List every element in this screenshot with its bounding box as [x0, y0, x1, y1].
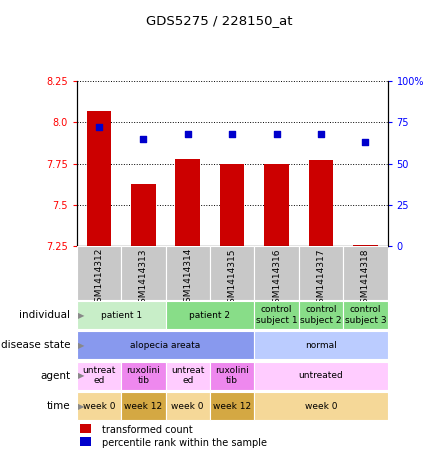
Bar: [77, 246, 121, 300]
Bar: [166, 392, 210, 420]
Text: patient 2: patient 2: [189, 311, 230, 319]
Bar: [254, 392, 388, 420]
Bar: [121, 392, 166, 420]
Text: agent: agent: [40, 371, 70, 381]
Bar: [77, 301, 166, 329]
Bar: [343, 246, 388, 300]
Bar: [254, 246, 299, 300]
Text: ▶: ▶: [78, 341, 85, 350]
Bar: [210, 362, 254, 390]
Text: ▶: ▶: [78, 311, 85, 319]
Point: [95, 124, 102, 131]
Text: untreat
ed: untreat ed: [82, 366, 116, 386]
Bar: [80, 438, 91, 446]
Bar: [254, 362, 388, 390]
Text: GSM1414313: GSM1414313: [139, 248, 148, 308]
Text: ▶: ▶: [78, 371, 85, 380]
Bar: [176, 159, 200, 246]
Text: normal: normal: [305, 341, 337, 350]
Bar: [210, 392, 254, 420]
Bar: [166, 301, 254, 329]
Text: percentile rank within the sample: percentile rank within the sample: [102, 438, 267, 448]
Text: control
subject 3: control subject 3: [345, 305, 386, 325]
Text: patient 1: patient 1: [100, 311, 141, 319]
Bar: [254, 301, 299, 329]
Text: week 12: week 12: [213, 402, 251, 410]
Point: [273, 130, 280, 138]
Bar: [299, 246, 343, 300]
Bar: [77, 392, 121, 420]
Point: [229, 130, 236, 138]
Bar: [343, 301, 388, 329]
Point: [318, 130, 325, 138]
Bar: [166, 362, 210, 390]
Bar: [80, 424, 91, 433]
Text: ▶: ▶: [78, 402, 85, 410]
Text: GSM1414314: GSM1414314: [183, 248, 192, 308]
Text: control
subject 1: control subject 1: [256, 305, 297, 325]
Text: week 12: week 12: [124, 402, 162, 410]
Text: transformed count: transformed count: [102, 424, 192, 434]
Text: alopecia areata: alopecia areata: [131, 341, 201, 350]
Text: week 0: week 0: [171, 402, 204, 410]
Point: [362, 139, 369, 146]
Bar: [77, 362, 121, 390]
Text: GSM1414312: GSM1414312: [94, 248, 103, 308]
Text: individual: individual: [19, 310, 70, 320]
Bar: [353, 245, 378, 246]
Text: week 0: week 0: [305, 402, 337, 410]
Text: ruxolini
tib: ruxolini tib: [215, 366, 249, 386]
Text: GSM1414317: GSM1414317: [317, 248, 325, 308]
Bar: [309, 160, 333, 246]
Text: GSM1414316: GSM1414316: [272, 248, 281, 308]
Text: disease state: disease state: [0, 340, 70, 351]
Bar: [77, 332, 254, 359]
Text: control
subject 2: control subject 2: [300, 305, 342, 325]
Text: time: time: [46, 401, 70, 411]
Bar: [265, 164, 289, 246]
Bar: [220, 164, 244, 246]
Text: GSM1414315: GSM1414315: [228, 248, 237, 308]
Point: [184, 130, 191, 138]
Bar: [254, 332, 388, 359]
Bar: [131, 183, 155, 246]
Bar: [121, 362, 166, 390]
Bar: [210, 246, 254, 300]
Bar: [87, 111, 111, 246]
Text: ruxolini
tib: ruxolini tib: [127, 366, 160, 386]
Text: week 0: week 0: [83, 402, 115, 410]
Text: GSM1414318: GSM1414318: [361, 248, 370, 308]
Bar: [121, 246, 166, 300]
Bar: [166, 246, 210, 300]
Point: [140, 135, 147, 143]
Text: untreated: untreated: [299, 371, 343, 380]
Bar: [299, 301, 343, 329]
Text: GDS5275 / 228150_at: GDS5275 / 228150_at: [146, 14, 292, 27]
Text: untreat
ed: untreat ed: [171, 366, 205, 386]
